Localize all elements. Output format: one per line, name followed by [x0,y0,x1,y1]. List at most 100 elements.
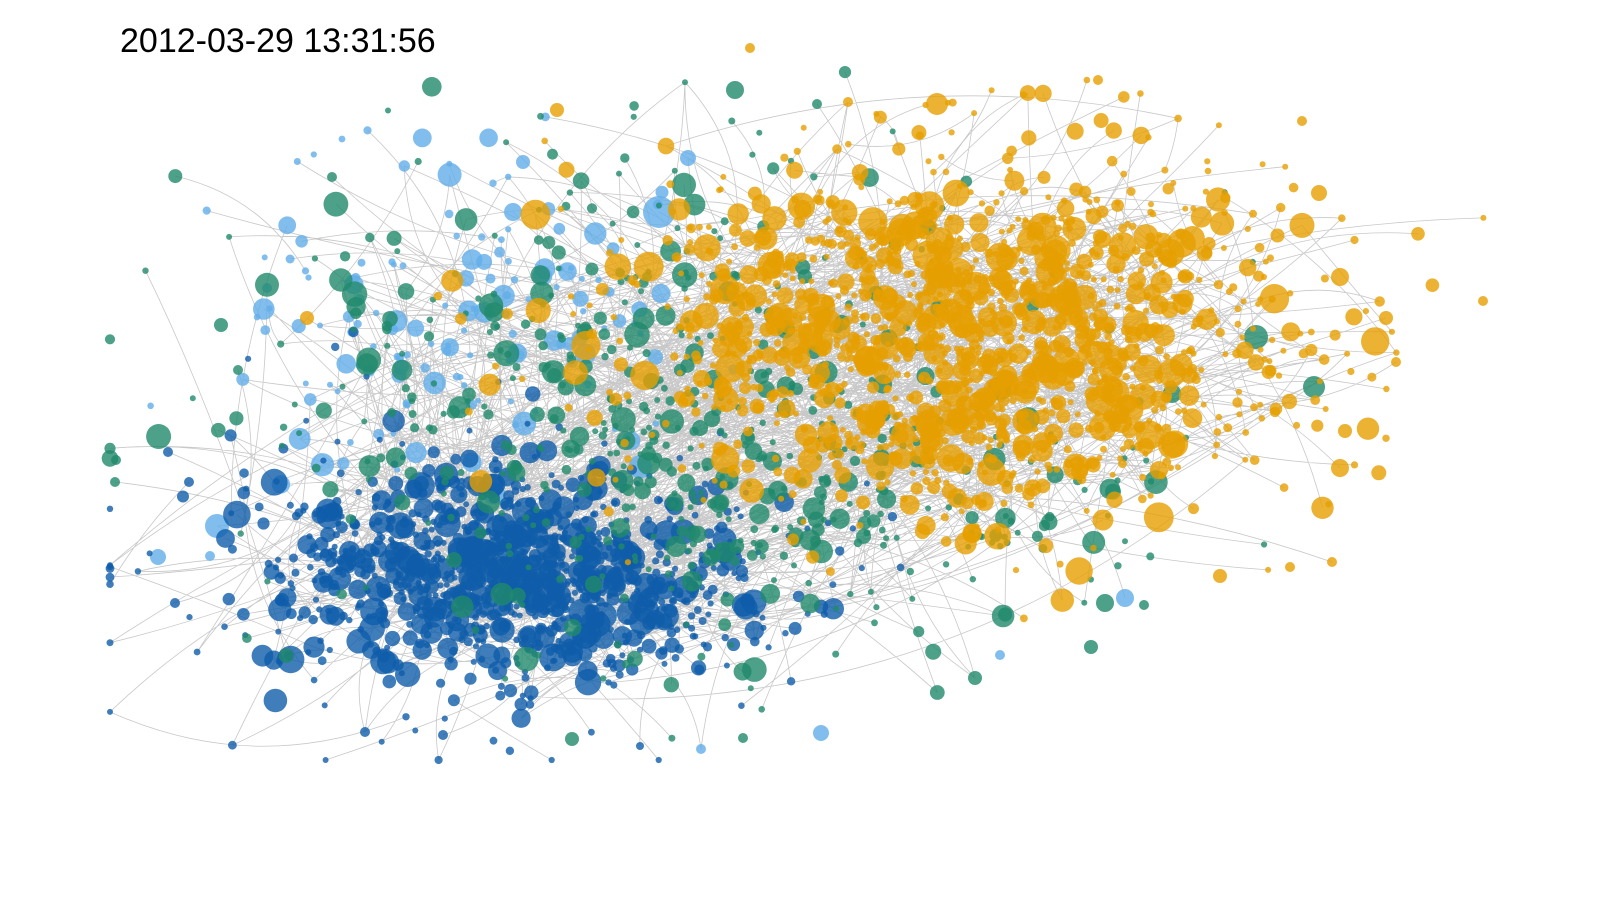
node-orange [670,352,679,361]
node-orange [1229,283,1238,292]
node-dark-blue [378,738,385,745]
node-green [968,671,982,685]
node-orange [810,363,830,383]
node-orange [1350,461,1359,469]
node-orange [771,291,778,298]
node-orange [1200,401,1207,408]
node-orange [907,291,914,298]
node-dark-blue [447,694,460,707]
node-orange [1220,245,1227,251]
node-green [598,431,607,440]
node-orange [1126,303,1134,311]
node-orange [1108,339,1115,346]
node-orange [1182,205,1189,212]
node-orange [1202,188,1209,195]
node-light-blue [412,128,432,148]
node-orange [927,480,941,495]
node-dark-blue [612,626,633,646]
node-orange [789,275,796,282]
node-light-blue [553,284,560,291]
node-orange [604,253,632,280]
node-orange [1167,229,1196,258]
node-green [929,685,945,700]
node-dark-blue [629,607,657,635]
node-green [787,524,794,531]
node-dark-blue [488,459,503,474]
node-orange [807,293,836,322]
node-dark-blue [393,591,407,605]
node-light-blue [373,309,380,317]
node-dark-blue [387,512,414,539]
node-dark-blue [470,658,477,665]
node-green [607,450,614,457]
node-orange [1322,406,1329,412]
node-orange [1056,199,1075,218]
node-green [687,561,696,570]
node-green [759,553,766,560]
node-orange [683,296,690,303]
node-light-blue [479,128,498,148]
node-orange [961,429,975,444]
node-orange [911,281,917,288]
node-orange [837,352,847,362]
node-dark-blue [346,616,353,624]
node-green [542,236,556,249]
node-green [634,242,641,248]
node-orange [1206,187,1231,212]
node-dark-blue [500,497,514,511]
node-orange [1065,557,1093,585]
node-dark-blue [107,708,113,715]
node-orange [1255,301,1262,307]
node-dark-blue [691,511,699,519]
node-orange [541,137,548,145]
node-dark-blue [286,501,294,509]
node-orange [876,247,893,264]
node-dark-blue [257,517,270,530]
node-orange [773,339,782,347]
node-dark-blue [432,592,439,599]
node-dark-blue [334,438,341,445]
node-dark-blue [788,621,802,635]
node-light-blue [505,226,512,233]
node-dark-blue [291,568,300,577]
node-dark-blue [666,627,677,638]
node-orange [1048,284,1077,314]
node-light-blue [572,290,589,307]
node-orange [909,390,924,405]
node-orange [731,243,738,251]
node-green [576,554,584,562]
node-green [471,626,480,634]
node-orange [609,392,623,406]
node-orange [861,275,880,294]
node-green [362,584,369,591]
node-orange [1048,409,1056,417]
node-green [867,588,874,595]
node-orange [627,464,634,471]
node-green [678,332,685,339]
node-light-blue [442,302,449,309]
node-orange [970,233,990,253]
node-green [812,99,822,109]
node-green [805,579,812,587]
timestamp-label: 2012-03-29 13:31:56 [120,22,436,60]
node-green [533,506,540,514]
node-light-blue [388,258,396,266]
node-light-blue [580,308,587,315]
node-light-blue [578,275,585,282]
node-green [556,575,564,583]
node-green [588,458,596,465]
node-orange [1162,183,1174,195]
node-orange [942,168,950,176]
node-green [493,340,520,367]
node-dark-blue [444,657,458,671]
node-orange [1175,408,1182,415]
node-orange [1187,345,1196,355]
node-orange [711,445,740,474]
node-green [483,409,494,420]
node-orange [433,291,443,301]
node-green [168,169,183,184]
node-green [640,428,648,436]
node-orange [1275,372,1283,379]
node-green [621,299,628,306]
node-dark-blue [693,606,702,614]
